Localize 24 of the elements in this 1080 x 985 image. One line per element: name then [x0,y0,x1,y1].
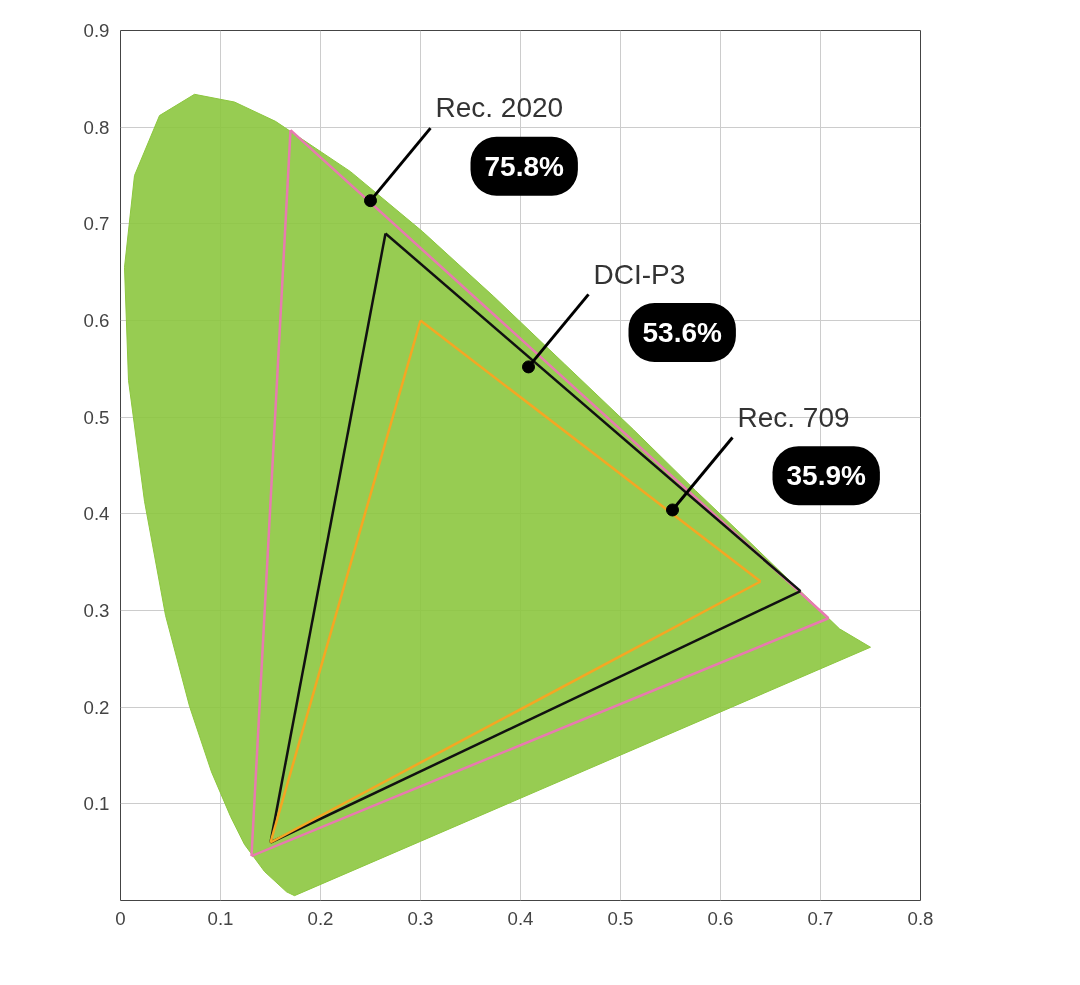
annotation: Rec. 709 [737,401,850,433]
x-tick-label: 0 [115,907,126,929]
y-tick-label: 0.1 [83,793,110,815]
x-tick-label: 0.5 [607,907,634,929]
x-tick-label: 0.7 [807,907,834,929]
annotation: 53.6% [642,317,722,349]
y-tick-label: 0.7 [83,213,110,235]
y-tick-label: 0.4 [83,503,110,525]
x-tick-label: 0.6 [707,907,734,929]
y-tick-label: 0.8 [83,116,110,138]
y-tick-label: 0.9 [83,20,110,41]
y-tick-label: 0.3 [83,600,110,621]
y-tick-label: 0.2 [83,696,110,718]
x-tick-label: 0.4 [507,907,534,929]
x-tick-label: 0.2 [307,907,334,929]
annotation: 35.9% [786,460,866,492]
y-tick-label: 0.5 [83,406,110,428]
annotation: Rec. 2020 [435,92,564,124]
annotation: 75.8% [484,150,564,182]
annotation: DCI-P3 [593,258,686,290]
x-tick-label: 0.8 [907,907,934,929]
x-tick-label: 0.3 [407,907,434,929]
y-tick-label: 0.6 [83,310,110,331]
x-tick-label: 0.1 [207,907,234,929]
